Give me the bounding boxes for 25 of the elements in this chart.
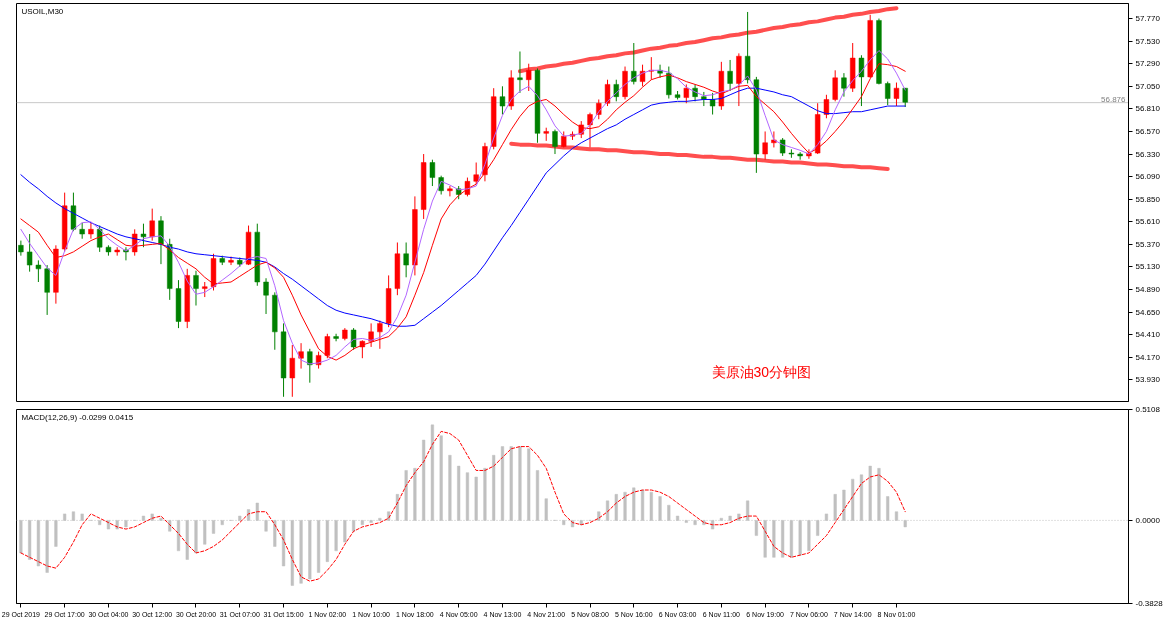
bar <box>728 515 732 521</box>
bar <box>80 513 84 521</box>
bar <box>719 517 723 521</box>
bar <box>833 494 837 521</box>
bar <box>527 448 531 521</box>
bar <box>299 520 303 584</box>
bar <box>413 468 417 521</box>
y-tick-label: -0.3828 <box>1135 599 1164 608</box>
bar <box>842 489 846 521</box>
bar <box>220 520 224 525</box>
bar <box>851 478 855 521</box>
bar <box>238 515 242 521</box>
line-series <box>20 430 906 582</box>
y-tick-label: 0.0000 <box>1135 515 1161 525</box>
bar <box>290 520 294 586</box>
bar <box>404 470 408 521</box>
chart-title: MACD(12,26,9) -0.0299 0.0415 <box>21 412 134 422</box>
bar <box>632 487 636 521</box>
bar <box>614 494 618 521</box>
y-tick-label: 0.5108 <box>1135 405 1161 414</box>
bar <box>308 520 312 580</box>
bar <box>509 446 513 521</box>
bar <box>623 491 627 521</box>
bar <box>518 446 522 521</box>
bar <box>317 520 321 573</box>
